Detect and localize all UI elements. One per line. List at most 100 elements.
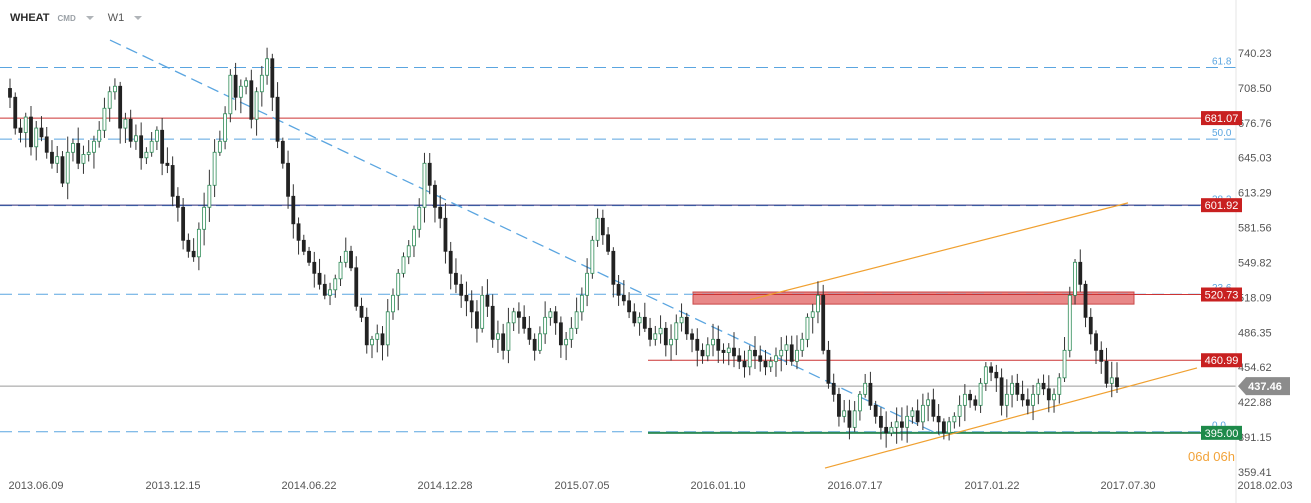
- candle[interactable]: [385, 299, 390, 357]
- candle[interactable]: [606, 227, 610, 255]
- candle[interactable]: [438, 195, 443, 229]
- candle[interactable]: [711, 323, 715, 357]
- candle[interactable]: [899, 407, 904, 441]
- candle[interactable]: [1046, 375, 1051, 413]
- channel-lower-line[interactable]: [824, 367, 1198, 469]
- candle[interactable]: [412, 225, 416, 258]
- candle[interactable]: [233, 62, 238, 111]
- candle[interactable]: [789, 335, 794, 366]
- candle[interactable]: [349, 245, 353, 272]
- candle[interactable]: [128, 109, 133, 148]
- candle[interactable]: [564, 331, 569, 361]
- candle[interactable]: [454, 258, 458, 294]
- candle[interactable]: [102, 97, 107, 138]
- candle[interactable]: [18, 118, 23, 143]
- candle[interactable]: [868, 371, 873, 410]
- candle[interactable]: [490, 294, 495, 348]
- candle[interactable]: [501, 323, 506, 360]
- candle[interactable]: [800, 332, 805, 357]
- candle[interactable]: [165, 147, 170, 174]
- candle[interactable]: [826, 340, 831, 389]
- candle[interactable]: [448, 241, 453, 290]
- candle[interactable]: [915, 399, 920, 426]
- candle[interactable]: [637, 312, 642, 336]
- candle[interactable]: [475, 300, 479, 343]
- candle[interactable]: [642, 302, 647, 333]
- resistance-zone[interactable]: [692, 291, 1135, 305]
- candle[interactable]: [396, 268, 401, 311]
- candle[interactable]: [837, 387, 841, 427]
- candle[interactable]: [60, 151, 65, 188]
- candle[interactable]: [543, 301, 548, 344]
- candle[interactable]: [118, 81, 123, 144]
- candle[interactable]: [705, 337, 710, 362]
- candle[interactable]: [753, 336, 757, 369]
- candle[interactable]: [202, 192, 207, 246]
- candle[interactable]: [181, 198, 186, 250]
- timeframe-dropdown-chevron-icon[interactable]: [134, 16, 143, 20]
- candle[interactable]: [522, 305, 527, 334]
- candle[interactable]: [569, 317, 574, 348]
- candle[interactable]: [537, 326, 542, 354]
- candle[interactable]: [1062, 337, 1067, 383]
- candle[interactable]: [842, 400, 847, 423]
- candle[interactable]: [296, 217, 301, 255]
- candle[interactable]: [821, 284, 826, 355]
- candle[interactable]: [249, 69, 254, 129]
- candle[interactable]: [779, 337, 784, 372]
- candle[interactable]: [669, 324, 673, 361]
- symbol-label[interactable]: WHEAT: [10, 12, 50, 24]
- candle[interactable]: [590, 235, 595, 279]
- candle[interactable]: [459, 274, 464, 308]
- candle[interactable]: [401, 252, 406, 278]
- candle[interactable]: [517, 302, 521, 334]
- candle[interactable]: [726, 343, 731, 366]
- candle[interactable]: [653, 325, 658, 346]
- candle[interactable]: [679, 303, 684, 332]
- candle[interactable]: [889, 421, 894, 437]
- candle[interactable]: [579, 287, 584, 321]
- candle[interactable]: [1010, 375, 1014, 408]
- candle[interactable]: [910, 407, 915, 424]
- candle[interactable]: [784, 335, 789, 366]
- candle[interactable]: [254, 87, 259, 136]
- candle[interactable]: [506, 307, 511, 364]
- candle[interactable]: [1083, 280, 1088, 328]
- candle[interactable]: [364, 307, 369, 354]
- candle[interactable]: [989, 362, 993, 382]
- candle[interactable]: [1094, 330, 1098, 365]
- candle[interactable]: [527, 316, 532, 345]
- candle[interactable]: [107, 86, 112, 122]
- candle[interactable]: [879, 407, 883, 440]
- candle[interactable]: [186, 233, 191, 258]
- candle[interactable]: [700, 343, 705, 364]
- candle[interactable]: [13, 92, 18, 135]
- candle[interactable]: [71, 138, 75, 162]
- candle[interactable]: [926, 392, 931, 422]
- candle[interactable]: [139, 122, 144, 170]
- candle[interactable]: [406, 240, 411, 265]
- candle[interactable]: [695, 328, 700, 367]
- candle[interactable]: [941, 418, 946, 440]
- candle[interactable]: [23, 112, 28, 148]
- candle[interactable]: [774, 347, 778, 377]
- candle[interactable]: [1067, 286, 1072, 358]
- candle[interactable]: [212, 139, 217, 198]
- candle[interactable]: [86, 140, 91, 162]
- candle[interactable]: [92, 135, 96, 169]
- candle[interactable]: [286, 150, 290, 209]
- candle[interactable]: [847, 399, 852, 440]
- candle[interactable]: [674, 314, 679, 356]
- symbol-dropdown-chevron-icon[interactable]: [85, 16, 94, 20]
- candle[interactable]: [816, 281, 820, 324]
- candle[interactable]: [1078, 249, 1083, 292]
- candle[interactable]: [464, 281, 469, 317]
- candle[interactable]: [795, 335, 799, 370]
- candle[interactable]: [333, 274, 338, 298]
- candle[interactable]: [370, 335, 374, 359]
- candle[interactable]: [742, 350, 747, 378]
- candle[interactable]: [863, 373, 868, 398]
- candle[interactable]: [196, 222, 201, 271]
- candle[interactable]: [747, 345, 752, 376]
